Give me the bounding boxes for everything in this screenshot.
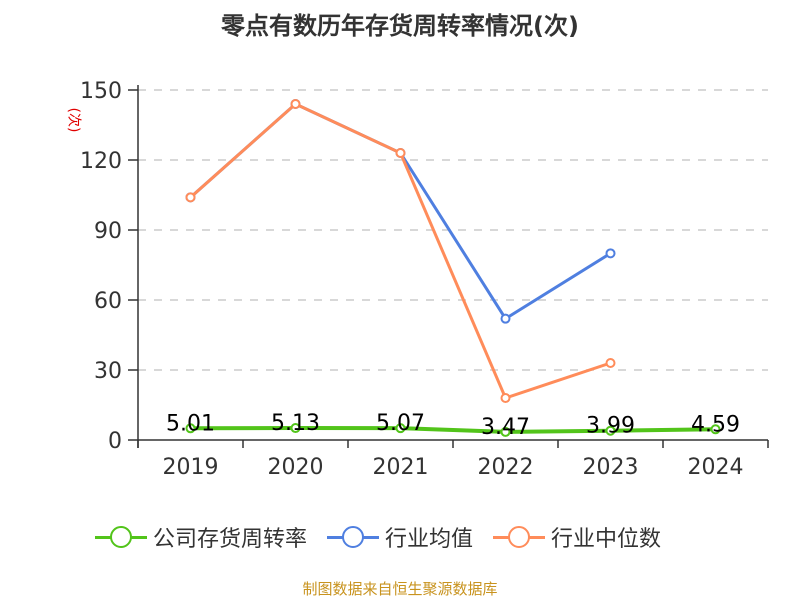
y-tick-label: 0 xyxy=(108,429,122,454)
data-point xyxy=(605,425,616,436)
y-tick-label: 150 xyxy=(80,79,122,104)
legend-marker-icon xyxy=(95,525,147,549)
data-point xyxy=(290,423,301,434)
legend-marker-icon xyxy=(493,525,546,549)
legend-marker-icon xyxy=(327,525,380,549)
legend-label: 公司存货周转率 xyxy=(153,527,308,552)
series-line xyxy=(190,426,716,434)
legend-label: 行业中位数 xyxy=(551,527,662,552)
data-point xyxy=(605,248,616,259)
y-tick-label: 30 xyxy=(94,359,122,384)
x-tick-label: 2023 xyxy=(583,455,639,480)
data-source-note: 制图数据来自恒生聚源数据库 xyxy=(302,580,498,598)
legend-item-industry-median[interactable]: 行业中位数 xyxy=(493,521,661,553)
data-point xyxy=(290,99,301,109)
data-point xyxy=(395,148,406,158)
data-label: 4.59 xyxy=(691,412,740,437)
data-label: 5.01 xyxy=(166,411,215,436)
y-tick-label: 60 xyxy=(94,289,122,314)
data-point xyxy=(185,192,196,203)
legend-label: 行业均值 xyxy=(385,527,474,552)
legend-item-company[interactable]: 公司存货周转率 xyxy=(95,521,307,553)
data-label: 3.47 xyxy=(481,415,530,440)
y-tick-label: 120 xyxy=(80,149,122,174)
series-line xyxy=(189,102,612,321)
data-point xyxy=(185,423,196,434)
x-tick-label: 2019 xyxy=(163,455,219,480)
chart-legend: 公司存货周转率 行业均值 行业中位数 xyxy=(95,520,681,554)
legend-item-industry-avg[interactable]: 行业均值 xyxy=(327,521,473,553)
data-point xyxy=(605,358,616,368)
data-point xyxy=(395,423,406,434)
data-point xyxy=(500,313,511,324)
data-point xyxy=(710,424,721,435)
data-label: 3.99 xyxy=(586,414,635,439)
x-tick-label: 2022 xyxy=(478,455,534,480)
y-tick-label: 90 xyxy=(94,219,122,244)
chart-title: 零点有数历年存货周转率情况(次) xyxy=(221,12,579,40)
data-label: 5.07 xyxy=(376,411,425,436)
x-tick-label: 2024 xyxy=(688,455,744,480)
data-label: 5.13 xyxy=(271,411,320,436)
data-point xyxy=(500,426,511,437)
x-tick-label: 2020 xyxy=(268,455,324,480)
data-point xyxy=(500,393,511,403)
x-tick-label: 2021 xyxy=(373,455,429,480)
